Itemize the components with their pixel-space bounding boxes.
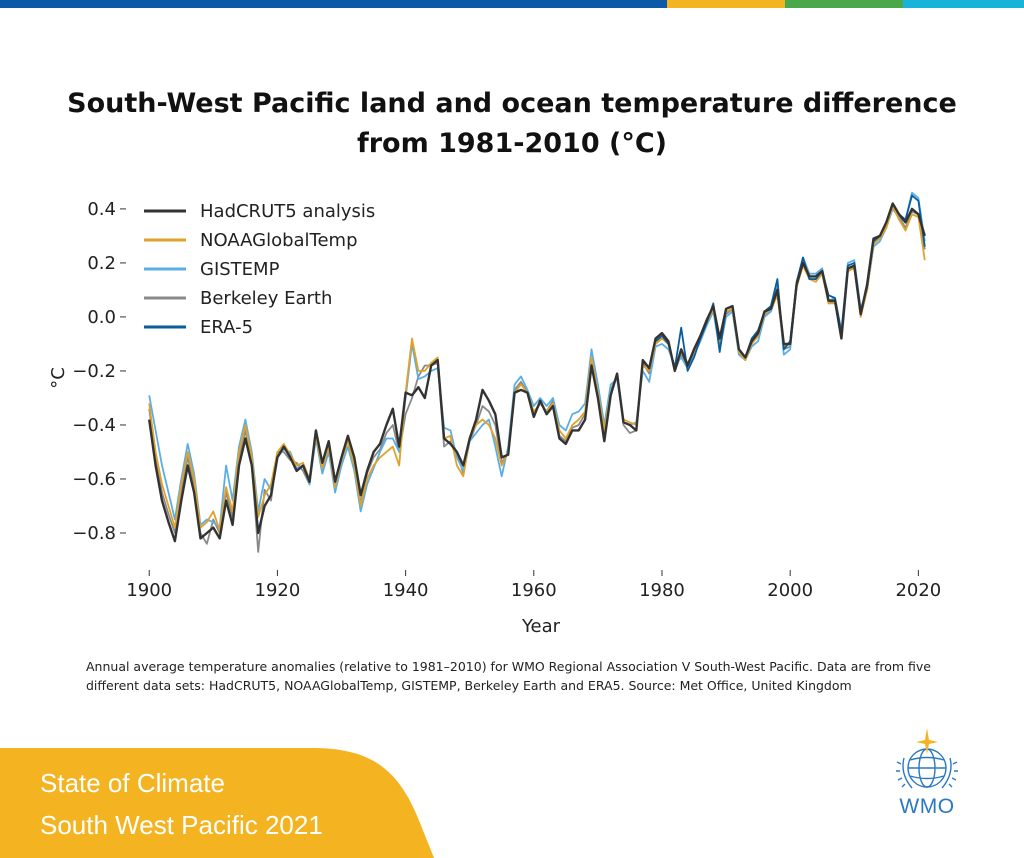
footer-title-line-1: State of Climate bbox=[40, 768, 225, 798]
chart-title-line-2: from 1981-2010 (°C) bbox=[356, 128, 668, 159]
top-bar-segment-cyan bbox=[903, 0, 1024, 8]
top-color-bar bbox=[0, 0, 1024, 8]
legend-label: GISTEMP bbox=[200, 259, 280, 280]
chart-caption: Annual average temperature anomalies (re… bbox=[86, 657, 966, 695]
footer-title-line-2: South West Pacific 2021 bbox=[40, 810, 323, 840]
y-tick-label: 0.0 bbox=[87, 307, 116, 328]
x-tick-label: 1900 bbox=[126, 580, 172, 601]
legend-label: Berkeley Earth bbox=[200, 288, 332, 309]
x-tick-label: 1940 bbox=[383, 580, 429, 601]
y-tick-label: −0.4 bbox=[72, 415, 116, 436]
top-bar-segment-yellow bbox=[667, 0, 785, 8]
caption-line-1: Annual average temperature anomalies (re… bbox=[86, 659, 931, 674]
legend-label: HadCRUT5 analysis bbox=[200, 201, 375, 222]
wmo-logo-icon bbox=[896, 728, 958, 789]
top-bar-segment-blue bbox=[0, 0, 667, 8]
y-tick-label: 0.4 bbox=[87, 199, 116, 220]
y-tick-label: −0.6 bbox=[72, 469, 116, 490]
x-axis-label: Year bbox=[521, 616, 561, 637]
y-axis-label: °C bbox=[48, 367, 69, 389]
y-tick-label: −0.8 bbox=[72, 523, 116, 544]
x-tick-label: 1980 bbox=[639, 580, 685, 601]
legend-label: ERA-5 bbox=[200, 317, 253, 338]
top-bar-segment-green bbox=[785, 0, 903, 8]
legend-label: NOAAGlobalTemp bbox=[200, 230, 358, 251]
temperature-chart: −0.8 −0.6 −0.4 −0.2 0.0 0.2 0.4 1900 1920 1940 196… bbox=[48, 191, 941, 637]
x-tick-label: 1920 bbox=[255, 580, 301, 601]
y-tick-label: −0.2 bbox=[72, 361, 116, 382]
chart-title-line-1: South-West Pacific land and ocean temper… bbox=[67, 88, 957, 119]
y-tick-label: 0.2 bbox=[87, 253, 116, 274]
x-tick-label: 2020 bbox=[895, 580, 941, 601]
series-line-hadcrut5-analysis bbox=[148, 202, 926, 543]
caption-line-2: different data sets: HadCRUT5, NOAAGloba… bbox=[86, 678, 852, 693]
wmo-logo-text: WMO bbox=[899, 795, 955, 818]
x-tick-label: 2000 bbox=[767, 580, 813, 601]
x-tick-label: 1960 bbox=[511, 580, 557, 601]
